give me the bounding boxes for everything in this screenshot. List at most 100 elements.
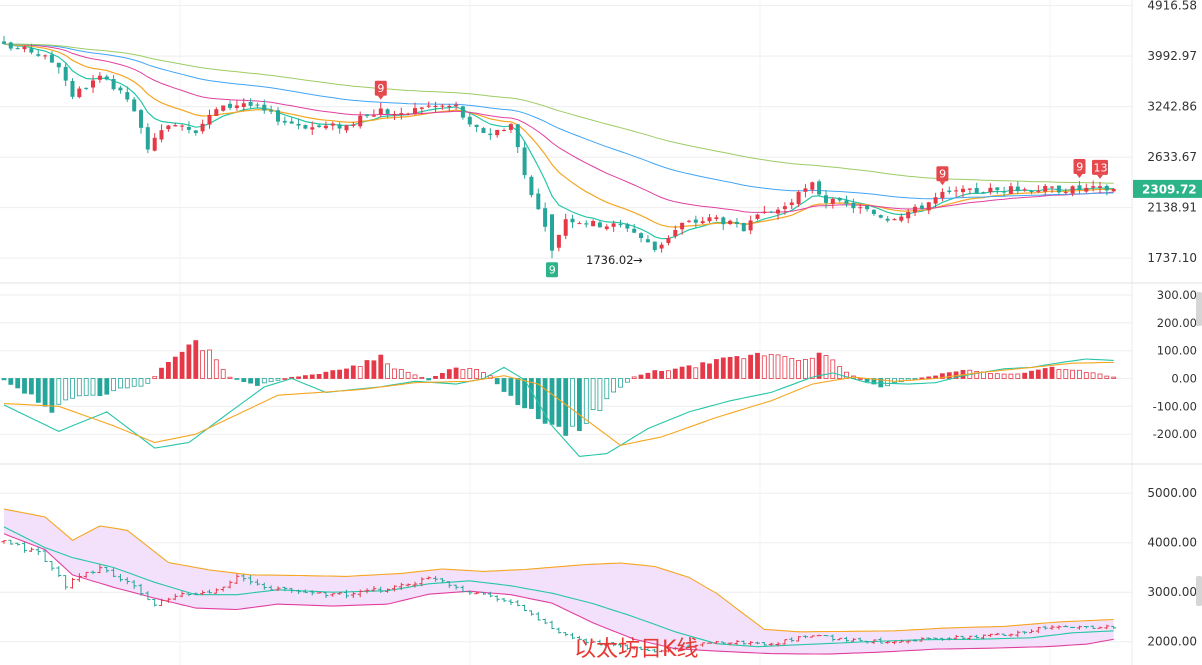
macd-histogram-bar	[193, 340, 199, 379]
last-price-tag: 2309.72	[1133, 179, 1202, 198]
macd-histogram-bar	[344, 368, 349, 379]
macd-histogram-bar	[590, 378, 596, 411]
macd-histogram-bar	[200, 350, 206, 379]
macd-histogram-bar	[350, 365, 356, 379]
td-signal-flag: 9	[546, 262, 558, 278]
macd-histogram-bar	[871, 378, 877, 385]
macd-histogram-bar	[118, 378, 123, 389]
moving-average-line	[3, 43, 1114, 240]
candle-body	[358, 115, 363, 127]
macd-histogram-bar	[549, 378, 555, 425]
candle-body	[885, 218, 890, 221]
candle-body	[721, 217, 726, 225]
candle-body	[29, 48, 34, 53]
macd-histogram-bar	[666, 370, 671, 379]
candle-body	[789, 202, 794, 205]
candle-body	[460, 106, 465, 118]
macd-histogram-bar	[618, 378, 623, 388]
candle-body	[70, 81, 75, 97]
macd-histogram-bar	[994, 373, 1000, 379]
macd-histogram-bar	[1083, 372, 1089, 379]
flag-box	[546, 262, 558, 278]
macd-histogram-bar	[597, 378, 603, 411]
macd-histogram-bar	[357, 366, 363, 379]
candle-body	[563, 219, 568, 236]
macd-histogram-bar	[1042, 368, 1048, 379]
candle-body	[878, 215, 883, 218]
candle-body	[214, 109, 219, 116]
band-middle-line	[3, 526, 1114, 648]
candle-body	[152, 137, 157, 151]
y-axis-tick-label: -200.00	[1153, 427, 1197, 441]
macd-histogram-bar	[42, 378, 48, 407]
candle-body	[988, 187, 993, 192]
candle-body	[193, 130, 198, 133]
macd-histogram-bar	[97, 378, 103, 397]
y-axis-tick-label: 0.00	[1171, 372, 1197, 386]
macd-histogram-bar	[309, 374, 315, 379]
y-axis-tick-label: -100.00	[1153, 399, 1197, 413]
candle-body	[22, 46, 27, 50]
macd-histogram-bar	[741, 358, 747, 379]
macd-histogram-bar	[268, 378, 274, 382]
candle-body	[303, 125, 308, 129]
macd-histogram-bar	[385, 363, 391, 379]
macd-histogram-bar	[988, 372, 993, 379]
candle-body	[556, 234, 561, 248]
macd-histogram-bar	[686, 365, 692, 379]
macd-histogram-bar	[1063, 369, 1069, 379]
candle-body	[522, 147, 527, 176]
macd-histogram-bar	[282, 378, 288, 380]
candle-body	[36, 54, 41, 56]
macd-histogram-bar	[796, 359, 801, 379]
candle-body	[830, 198, 835, 204]
scrollbar-handle[interactable]	[1196, 292, 1202, 326]
candle-body	[276, 110, 280, 122]
macd-histogram-bar	[823, 355, 829, 379]
candle-body	[310, 127, 315, 130]
scrollbar-handle-lower[interactable]	[1196, 576, 1202, 606]
candle-body	[625, 224, 630, 229]
candle-body	[913, 206, 917, 213]
candle-body	[8, 42, 13, 49]
flag-box	[1073, 159, 1086, 174]
macd-histogram-bar	[611, 378, 616, 393]
macd-histogram-bar	[940, 373, 945, 379]
candle-body	[248, 102, 253, 106]
candle-body	[550, 214, 554, 251]
macd-histogram-bar	[302, 375, 308, 379]
candle-body	[186, 127, 191, 130]
macd-histogram-bar	[946, 372, 952, 379]
y-axis-tick-label: 2000.00	[1147, 635, 1197, 649]
macd-histogram-bar	[131, 378, 137, 387]
macd-histogram-bar	[494, 378, 500, 385]
macd-histogram-bar	[275, 378, 281, 381]
macd-histogram-bar	[563, 378, 569, 436]
macd-histogram-bar	[398, 368, 404, 379]
candle-body	[529, 176, 534, 196]
candle-body	[371, 115, 376, 117]
last-price-background	[1133, 179, 1202, 198]
macd-histogram-bar	[529, 378, 534, 409]
macd-histogram-bar	[857, 378, 863, 380]
macd-histogram-bar	[8, 378, 14, 385]
candle-body	[776, 209, 780, 214]
candle-body	[597, 222, 602, 228]
candle-body	[837, 198, 842, 201]
y-axis-tick-label: 4916.58	[1147, 0, 1197, 13]
candle-body	[365, 114, 369, 116]
candle-body	[392, 114, 397, 116]
candle-body	[467, 116, 472, 125]
macd-histogram-bar	[152, 376, 158, 379]
macd-histogram-bar	[892, 378, 897, 383]
macd-histogram-bar	[419, 376, 425, 379]
macd-histogram-bar	[700, 362, 706, 379]
macd-histogram-bar	[501, 378, 507, 392]
macd-histogram-bar	[453, 367, 459, 379]
macd-histogram-bar	[522, 378, 527, 409]
flag-label: 13	[1094, 161, 1108, 174]
macd-histogram-bar	[22, 378, 27, 394]
last-price-label: 2309.72	[1142, 182, 1197, 196]
flag-label: 9	[377, 82, 384, 95]
